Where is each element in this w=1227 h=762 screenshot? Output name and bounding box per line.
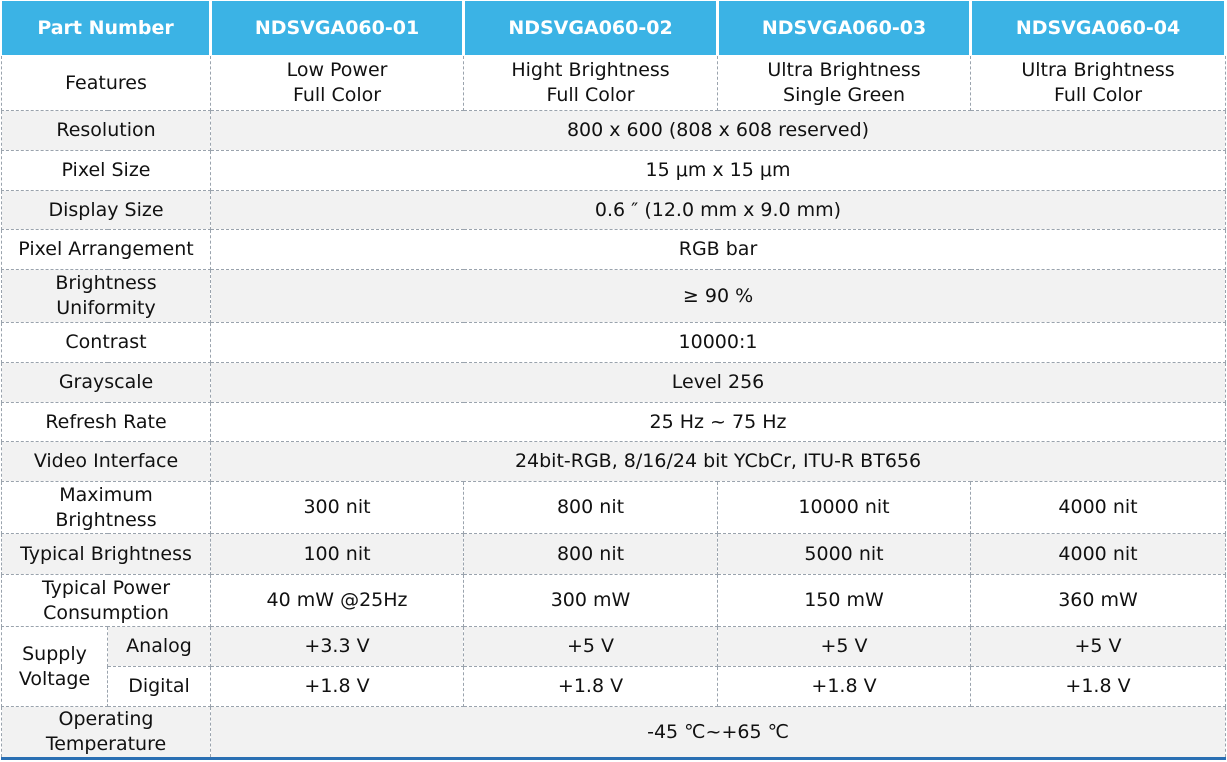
cell-value: Ultra Brightness Single Green	[717, 55, 972, 111]
cell-value: +5 V	[463, 626, 719, 667]
row-label: Contrast	[0, 322, 212, 363]
table-row: Maximum Brightness 300 nit 800 nit 10000 ni…	[0, 481, 1227, 534]
row-label: Typical Power Consumption	[0, 574, 212, 627]
row-label: Operating Temperature	[0, 706, 212, 759]
table-row: Typical Brightness 100 nit 800 nit 5000 nit…	[0, 533, 1227, 575]
table-row: Refresh Rate 25 Hz ~ 75 Hz	[0, 402, 1227, 442]
row-label: Supply Voltage	[1, 626, 108, 707]
table-row: Video Interface 24bit-RGB, 8/16/24 bit YC…	[0, 441, 1227, 482]
cell-value: 0.6 ″ (12.0 mm x 9.0 mm)	[210, 190, 1227, 230]
cell-value: +5 V	[970, 626, 1227, 667]
part-number: NDSVGA060-02	[463, 0, 720, 56]
table-row: Operating Temperature -45 ℃~+65 ℃	[0, 706, 1227, 759]
cell-value: 5000 nit	[717, 533, 972, 575]
row-label: Video Interface	[0, 441, 212, 482]
cell-value: +5 V	[717, 626, 972, 667]
cell-value: 800 x 600 (808 x 608 reserved)	[210, 110, 1227, 151]
row-label: Maximum Brightness	[0, 481, 212, 534]
table-row: Part Number NDSVGA060-01 NDSVGA060-02 NDSVG…	[0, 0, 1227, 56]
cell-value: +1.8 V	[970, 666, 1227, 707]
table-row: Features Low Power Full Color Hight Bright…	[0, 55, 1227, 111]
cell-value: 360 mW	[970, 574, 1227, 627]
cell-value: 10000:1	[210, 322, 1227, 363]
row-label: Resolution	[0, 110, 212, 151]
table-row: Digital +1.8 V +1.8 V +1.8 V +1.8 V	[2, 666, 1227, 707]
row-label: Features	[0, 55, 212, 111]
cell-value: 300 mW	[463, 574, 719, 627]
sub-label: Analog	[106, 626, 212, 667]
table-row: Supply Voltage Analog +3.3 V +5 V +5 V +5 V	[1, 626, 1227, 707]
row-label: Pixel Size	[0, 150, 212, 191]
cell-value: 100 nit	[210, 533, 465, 575]
cell-value: +1.8 V	[717, 666, 972, 707]
cell-value: 300 nit	[210, 481, 465, 534]
part-number: NDSVGA060-03	[717, 0, 973, 56]
table-row: Pixel Arrangement RGB bar	[0, 229, 1227, 270]
row-label: Grayscale	[0, 362, 212, 403]
cell-value: ≥ 90 %	[210, 269, 1227, 323]
cell-value: 15 μm x 15 μm	[210, 150, 1227, 191]
cell-value: Hight Brightness Full Color	[463, 55, 719, 111]
table-row: Contrast 10000:1	[0, 322, 1227, 363]
cell-value: Level 256	[210, 362, 1227, 403]
row-label: Brightness Uniformity	[0, 269, 212, 323]
cell-value: 4000 nit	[970, 481, 1227, 534]
table-row: Grayscale Level 256	[0, 362, 1227, 403]
cell-value: Ultra Brightness Full Color	[970, 55, 1227, 111]
cell-value: 10000 nit	[717, 481, 972, 534]
table-row: Display Size 0.6 ″ (12.0 mm x 9.0 mm)	[0, 190, 1227, 230]
row-label: Display Size	[0, 190, 212, 230]
cell-value: 4000 nit	[970, 533, 1227, 575]
cell-value: +1.8 V	[463, 666, 719, 707]
cell-value: 24bit-RGB, 8/16/24 bit YCbCr, ITU-R BT65…	[210, 441, 1227, 482]
cell-value: 25 Hz ~ 75 Hz	[210, 402, 1227, 442]
row-label: Pixel Arrangement	[0, 229, 212, 270]
header-label: Part Number	[0, 0, 213, 56]
part-number: NDSVGA060-04	[970, 0, 1227, 56]
cell-value: 800 nit	[463, 533, 719, 575]
cell-value: Low Power Full Color	[210, 55, 465, 111]
cell-value: RGB bar	[210, 229, 1227, 270]
row-label: Typical Brightness	[0, 533, 212, 575]
cell-value: 800 nit	[463, 481, 719, 534]
part-number: NDSVGA060-01	[210, 0, 466, 56]
table-row: Resolution 800 x 600 (808 x 608 reserved)	[0, 110, 1227, 151]
table-row: Brightness Uniformity ≥ 90 %	[0, 269, 1227, 323]
row-label: Refresh Rate	[0, 402, 212, 442]
cell-value: 150 mW	[717, 574, 972, 627]
cell-value: -45 ℃~+65 ℃	[210, 706, 1227, 759]
table-row: Pixel Size 15 μm x 15 μm	[0, 150, 1227, 191]
sub-label: Digital	[106, 666, 212, 707]
cell-value: +1.8 V	[210, 666, 465, 707]
cell-value: +3.3 V	[210, 626, 465, 667]
cell-value: 40 mW @25Hz	[210, 574, 465, 627]
table-row: Typical Power Consumption 40 mW @25Hz 300 …	[0, 574, 1227, 627]
